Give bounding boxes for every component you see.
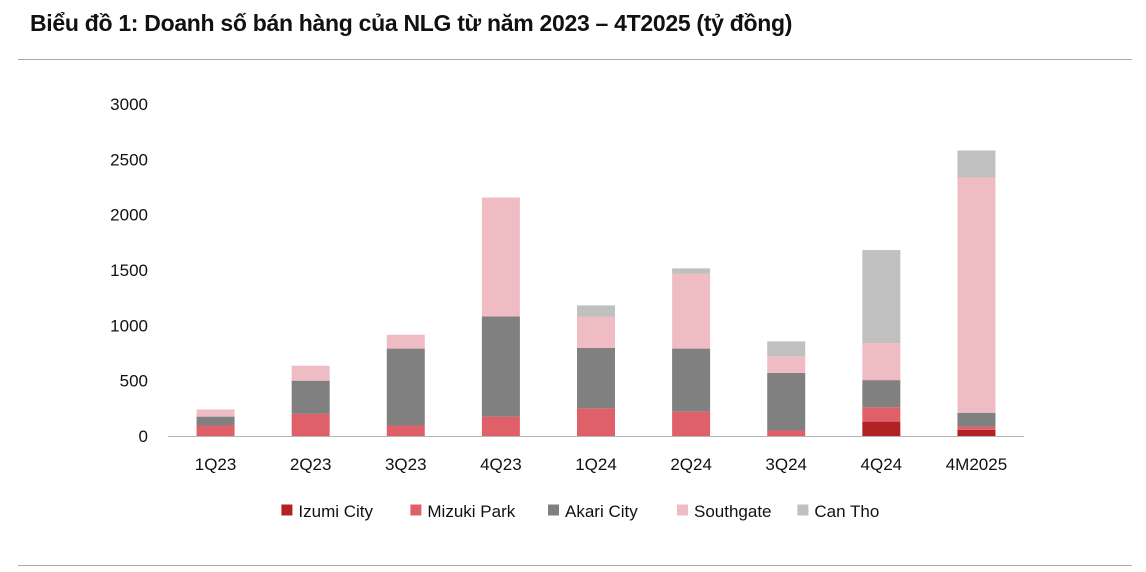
x-tick-label-3Q24: 3Q24 [765, 455, 807, 474]
bar-4M2025-can-tho [957, 150, 996, 178]
bar-2Q23-akari-city [291, 380, 330, 414]
bar-4Q24-izumi-city [862, 421, 901, 436]
x-tick-label-4M2025: 4M2025 [946, 455, 1007, 474]
bar-2Q23-southgate [291, 365, 330, 381]
bar-2Q24-southgate [672, 273, 711, 349]
bar-4Q24-mizuki-park [862, 407, 901, 422]
bar-1Q24-southgate [577, 316, 615, 349]
top-divider [18, 59, 1132, 60]
legend-swatch-mizuki-park [410, 504, 422, 516]
bar-4Q23-akari-city [481, 316, 520, 417]
bar-4Q24-can-tho [862, 250, 901, 344]
bar-4M2025-southgate [957, 177, 996, 413]
bar-4Q23-southgate [481, 197, 520, 317]
legend-label-can-tho: Can Tho [814, 502, 879, 521]
bar-3Q23-southgate [386, 334, 425, 349]
x-axis: 1Q23 2Q23 3Q23 4Q23 1Q24 2Q24 3Q24 4Q24 4M2025 [195, 455, 1007, 474]
bar-1Q23-akari-city [196, 416, 235, 426]
legend-label-izumi-city: Izumi City [298, 502, 373, 521]
bar-4Q23-mizuki-park [481, 416, 520, 436]
bar-1Q23-southgate [196, 409, 235, 417]
x-tick-label-4Q23: 4Q23 [480, 455, 522, 474]
x-tick-label-1Q23: 1Q23 [195, 455, 237, 474]
bar-4M2025-mizuki-park [957, 426, 996, 430]
bar-1Q23-mizuki-park [196, 425, 235, 436]
bar-3Q24-mizuki-park [767, 430, 806, 436]
x-tick-label-3Q23: 3Q23 [385, 455, 427, 474]
x-tick-label-1Q24: 1Q24 [575, 455, 617, 474]
bottom-divider [18, 565, 1132, 566]
legend-swatch-southgate [677, 504, 688, 516]
bar-4M2025-izumi-city [957, 429, 996, 436]
chart-title: Biểu đồ 1: Doanh số bán hàng của NLG từ … [30, 10, 793, 36]
legend: Izumi City Mizuki Park Akari City Southgate… [281, 502, 879, 521]
bar-group [196, 150, 996, 436]
y-tick-label-0: 0 [139, 427, 148, 446]
y-tick-label-1000: 1000 [110, 316, 148, 335]
legend-swatch-izumi-city [281, 504, 293, 516]
bar-2Q24-akari-city [672, 348, 711, 412]
bar-3Q24-southgate [767, 356, 806, 373]
x-tick-label-2Q24: 2Q24 [670, 455, 712, 474]
y-tick-label-500: 500 [120, 372, 148, 391]
legend-swatch-can-tho [797, 504, 809, 516]
bar-2Q24-can-tho [672, 268, 711, 274]
bar-4Q24-akari-city [862, 380, 901, 408]
y-tick-label-2500: 2500 [110, 150, 148, 169]
bar-4Q24-southgate [862, 343, 901, 381]
bar-3Q23-akari-city [386, 348, 425, 426]
y-tick-label-2000: 2000 [110, 206, 148, 225]
bar-2Q24-mizuki-park [672, 411, 711, 436]
bar-3Q23-mizuki-park [386, 425, 425, 436]
bar-4M2025-akari-city [957, 412, 996, 427]
legend-label-akari-city: Akari City [565, 502, 638, 521]
y-axis: 0 500 1000 1500 2000 2500 3000 [110, 95, 148, 446]
legend-label-mizuki-park: Mizuki Park [427, 502, 515, 521]
bar-1Q24-can-tho [577, 305, 615, 317]
bar-1Q24-akari-city [577, 348, 615, 409]
x-tick-label-2Q23: 2Q23 [290, 455, 332, 474]
bar-3Q24-can-tho [767, 341, 806, 357]
legend-swatch-akari-city [548, 504, 559, 516]
bar-2Q23-mizuki-park [291, 413, 330, 436]
x-tick-label-4Q24: 4Q24 [861, 455, 903, 474]
bar-3Q24-akari-city [767, 372, 806, 431]
bar-1Q24-mizuki-park [577, 408, 615, 436]
y-tick-label-1500: 1500 [110, 261, 148, 280]
legend-label-southgate: Southgate [694, 502, 772, 521]
y-tick-label-3000: 3000 [110, 95, 148, 114]
